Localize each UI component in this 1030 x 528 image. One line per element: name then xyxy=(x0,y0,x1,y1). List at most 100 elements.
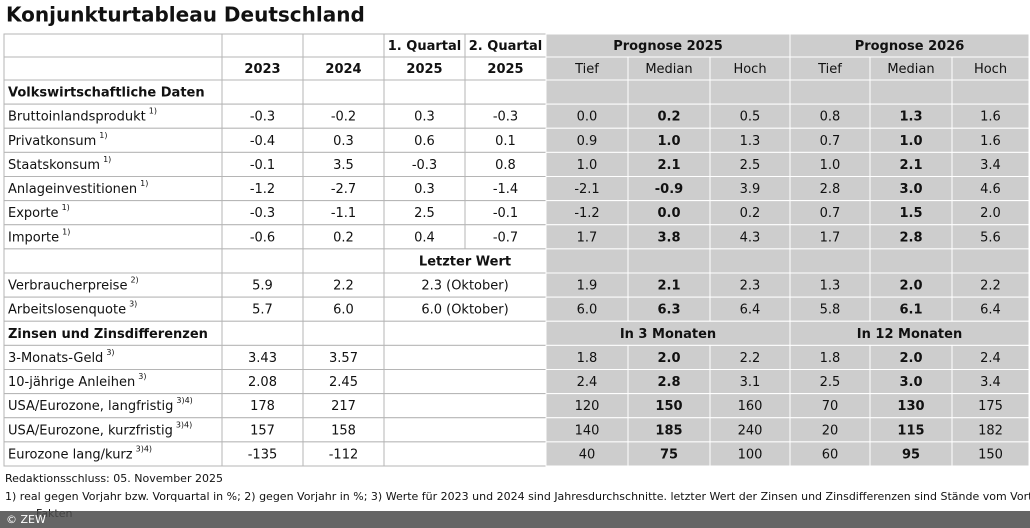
table-cell xyxy=(869,200,953,226)
row-label: USA/Eurozone, kurzfristig xyxy=(8,423,173,438)
cell-text: -0.1 xyxy=(493,206,518,221)
cell-text: 6.4 xyxy=(740,303,761,318)
table-cell xyxy=(789,79,871,105)
cell-text: 158 xyxy=(331,423,356,438)
cell-text: 1.3 xyxy=(899,110,922,125)
cell-text: 2025 xyxy=(406,62,442,77)
cell-text: 4.3 xyxy=(740,230,761,245)
cell-text: 0.9 xyxy=(577,134,598,149)
table-cell xyxy=(302,393,385,419)
table-cell xyxy=(383,176,466,202)
cell-text: 5.7 xyxy=(252,303,273,318)
table-cell xyxy=(709,176,791,202)
cell-text: 0.0 xyxy=(657,206,680,221)
row-label: Arbeitslosenquote xyxy=(8,303,126,318)
copyright-bar xyxy=(0,511,1030,528)
cell-text: -0.7 xyxy=(493,230,518,245)
table-cell xyxy=(951,200,1030,226)
table-cell xyxy=(302,344,385,370)
cell-text: 2.4 xyxy=(577,375,598,390)
table-cell xyxy=(869,272,953,298)
footnotes: 1) real gegen Vorjahr bzw. Vorquartal in… xyxy=(5,490,1030,503)
cell-text: 2.5 xyxy=(820,375,841,390)
table-cell xyxy=(221,320,304,346)
footnote-ref: 3) xyxy=(106,348,114,357)
cell-text: 2.0 xyxy=(899,279,922,294)
cell-text: -0.4 xyxy=(250,134,275,149)
table-cell xyxy=(221,79,304,105)
table-cell xyxy=(221,248,304,274)
cell-text: Median xyxy=(887,62,934,77)
table-cell xyxy=(951,441,1030,467)
cell-text: 1.6 xyxy=(980,134,1001,149)
table-cell xyxy=(869,248,953,274)
cell-text: 4.6 xyxy=(980,182,1001,197)
page-title: Konjunkturtableau Deutschland xyxy=(6,3,365,27)
cell-text: 178 xyxy=(250,399,275,414)
table-cell xyxy=(869,296,953,322)
cell-text: 2.8 xyxy=(820,182,841,197)
cell-text: 6.0 (Oktober) xyxy=(421,303,508,318)
table-cell xyxy=(545,151,629,177)
cell-text: -2.1 xyxy=(574,182,599,197)
cell-text: -0.6 xyxy=(250,230,275,245)
table-cell xyxy=(789,393,871,419)
cell-text: -1.4 xyxy=(493,182,518,197)
cell-text: 217 xyxy=(331,399,356,414)
table-cell xyxy=(545,393,629,419)
cell-text: -112 xyxy=(329,447,359,462)
cell-text: 2.3 (Oktober) xyxy=(421,279,508,294)
table-cell xyxy=(951,393,1030,419)
cell-text: 0.8 xyxy=(495,158,516,173)
table-cell xyxy=(383,103,466,129)
table-cell xyxy=(383,320,547,346)
table-cell xyxy=(789,441,871,467)
table-cell xyxy=(627,224,711,250)
row-label: Anlageinvestitionen xyxy=(8,182,137,197)
table-cell xyxy=(951,224,1030,250)
row-label: Volkswirtschaftliche Daten xyxy=(8,86,205,101)
cell-text: 3.9 xyxy=(740,182,761,197)
table-cell xyxy=(3,272,223,298)
table-cell xyxy=(3,417,223,443)
table-cell xyxy=(464,79,547,105)
table-cell xyxy=(869,393,953,419)
cell-text: 0.3 xyxy=(333,134,354,149)
table-cell xyxy=(951,127,1030,153)
cell-text: 2.2 xyxy=(980,279,1001,294)
cell-text: 1.3 xyxy=(820,279,841,294)
cell-text: 2. Quartal xyxy=(469,39,542,54)
cell-text: 3.8 xyxy=(657,230,680,245)
cell-text: -1.2 xyxy=(250,182,275,197)
table-cell xyxy=(627,369,711,395)
cell-text: 75 xyxy=(660,447,678,462)
cell-text: 240 xyxy=(738,423,763,438)
table-cell xyxy=(545,369,629,395)
cell-text: 160 xyxy=(738,399,763,414)
cell-text: -0.3 xyxy=(250,206,275,221)
row-label: Exporte xyxy=(8,206,59,221)
footnote-ref: 3) xyxy=(138,372,146,381)
cell-text: 0.7 xyxy=(820,206,841,221)
cell-text: In 12 Monaten xyxy=(857,327,962,342)
cell-text: -0.9 xyxy=(655,182,683,197)
cell-text: 2.2 xyxy=(333,279,354,294)
cell-text: 20 xyxy=(822,423,839,438)
cell-text: 0.2 xyxy=(333,230,354,245)
cell-text: 1.3 xyxy=(740,134,761,149)
cell-text: 0.1 xyxy=(495,134,516,149)
table-cell xyxy=(789,248,871,274)
table-cell xyxy=(302,224,385,250)
cell-text: 140 xyxy=(575,423,600,438)
table-cell xyxy=(302,320,385,346)
table-cell xyxy=(789,127,871,153)
cell-text: 100 xyxy=(738,447,763,462)
row-label: Verbraucherpreise xyxy=(8,279,127,294)
table-cell xyxy=(869,441,953,467)
cell-text: -0.2 xyxy=(331,110,356,125)
footnote-ref: 1) xyxy=(99,131,107,140)
table-cell xyxy=(383,200,466,226)
table-cell xyxy=(951,79,1030,105)
cell-text: 0.7 xyxy=(820,134,841,149)
cell-text: Hoch xyxy=(733,62,766,77)
